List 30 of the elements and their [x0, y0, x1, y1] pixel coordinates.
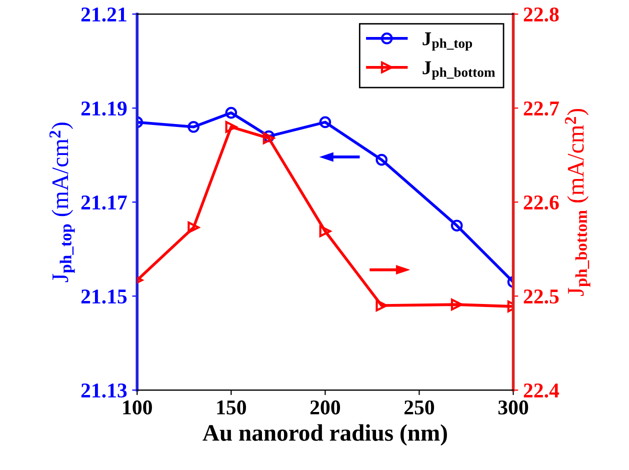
y-tick-label: 21.17 — [81, 196, 127, 210]
x-tick-label: 100 — [123, 400, 152, 414]
point — [225, 120, 238, 133]
y-tick-label: 21.15 — [81, 290, 127, 304]
y2-tick-label: 22.7 — [524, 102, 559, 116]
point — [188, 222, 200, 234]
x-tick-label: 200 — [310, 400, 340, 414]
point — [188, 120, 200, 133]
legend-label: J$_{ph_top}$ — [422, 32, 472, 51]
point — [450, 298, 463, 310]
point — [225, 106, 238, 119]
y2-axis-title: J$_{ph_bottom}$ (mA/cm$^{2}$) — [565, 108, 590, 296]
x-tick-label: 300 — [498, 400, 528, 414]
point — [450, 220, 463, 232]
y2-tick-label: 22.5 — [524, 290, 559, 304]
y-axis-title: J$_{ph_top}$ (mA/cm$^{2}$) — [49, 122, 75, 282]
point — [319, 225, 332, 238]
point — [319, 116, 332, 128]
y-tick-label: 21.21 — [81, 8, 126, 22]
x-tick-label: 150 — [217, 400, 246, 414]
point — [376, 300, 388, 312]
x-tick-label: 250 — [404, 400, 434, 414]
y2-tick-label: 22.8 — [524, 7, 559, 22]
x-axis-title: Au nanorod radius (nm) — [202, 424, 447, 446]
point — [376, 154, 388, 166]
legend-label: J$_{ph_bottom}$ — [422, 61, 496, 80]
y2-tick-label: 22.4 — [524, 384, 560, 398]
y-tick-label: 21.13 — [81, 384, 127, 398]
y-tick-label: 21.19 — [81, 102, 127, 116]
y2-tick-label: 22.6 — [524, 196, 559, 210]
